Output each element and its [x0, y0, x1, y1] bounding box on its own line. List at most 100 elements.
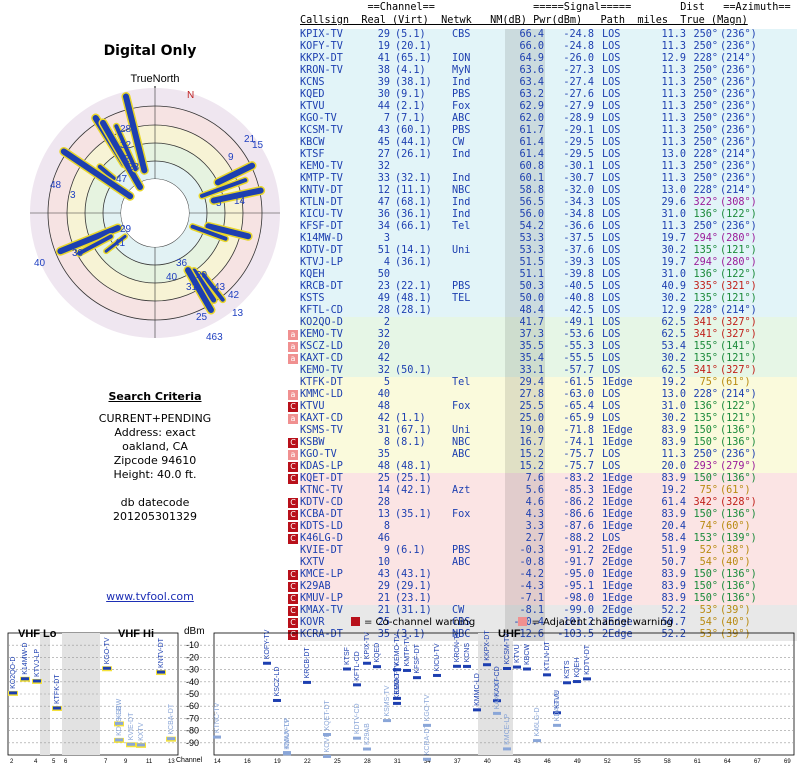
table-row[interactable]: KMTP-TV 33 (32.1) Ind 60.1 -30.7 LOS 11.3 250° (2… [300, 173, 797, 185]
table-row[interactable]: KOFY-TV 19 (20.1) 66.0 -24.8 LOS 11.3 250° (236°… [300, 41, 797, 53]
table-row[interactable]: KRCB-DT 23 (22.1) PBS 50.3 -40.5 LOS 40.9 335° (3… [300, 281, 797, 293]
table-row[interactable]: KTFK-DT 5 Tel 29.4 -61.5 1Edge 19.2 75° (61°) [300, 377, 797, 389]
spectrum-station-label: KICU-TV [434, 643, 441, 671]
spectrum-bar [573, 680, 581, 684]
cell-power: -75.7 [563, 461, 594, 472]
cell-distance: 83.9 [661, 569, 686, 580]
table-row[interactable]: a KGO-TV 35 ABC 15.2 -75.7 LOS 11.3 250° (236°) [288, 449, 797, 461]
table-row[interactable]: a KAXT-CD 42 (1.1) 25.0 -65.9 LOS 30.2 135° (121°… [288, 413, 797, 425]
table-row[interactable]: C KCBA-DT 13 (35.1) Fox 4.3 -86.6 1Edge 83.9 150°… [288, 509, 797, 521]
channel-tick-label: 9 [124, 759, 128, 765]
table-row[interactable]: KICU-TV 36 (36.1) Ind 56.0 -34.8 LOS 31.0 136° (1… [300, 209, 797, 221]
cell-path: LOS [602, 29, 621, 40]
cell-path: LOS [602, 149, 621, 160]
cell-power: -36.6 [563, 221, 594, 232]
cell-callsign: KAXT-CD [300, 353, 343, 364]
polar-channel-label: 5 [216, 198, 222, 209]
cell-noise-margin: 60.1 [519, 173, 544, 184]
table-row[interactable]: C KDAS-LP 48 (48.1) 15.2 -75.7 LOS 20.0 293° (279… [288, 461, 797, 473]
channel-tick-label: 28 [364, 759, 371, 765]
table-row[interactable]: KTLN-DT 47 (68.1) Ind 56.5 -34.3 LOS 29.6 322° (3… [300, 197, 797, 209]
cell-distance: 62.5 [661, 329, 686, 340]
table-row[interactable]: KTSF 27 (26.1) Ind 61.4 -29.5 LOS 13.0 228° (214°… [300, 149, 797, 161]
cell-virtual-channel: (9.1) [395, 89, 426, 100]
cell-noise-margin: 7.6 [525, 473, 544, 484]
table-row[interactable]: C KDTS-LD 8 3.3 -87.6 1Edge 20.4 74° (60°) [288, 521, 797, 533]
table-row[interactable]: C K46LG-D 46 2.7 -88.2 LOS 58.4 153° (139°) [288, 533, 797, 545]
table-row[interactable]: C KMAX-TV 21 (31.1) CW -8.1 -99.0 2Edge 52.2 53°(… [288, 605, 797, 617]
cell-virtual-channel: (8.1) [395, 437, 426, 448]
table-row[interactable]: KSTS 49 (48.1) TEL 50.0 -40.8 LOS 30.2 135° (121°… [300, 293, 797, 305]
table-row[interactable]: C KTVU 48 Fox 25.5 -65.4 LOS 31.0 136° (122°) [288, 401, 797, 413]
table-row[interactable]: KBCW 45 (44.1) CW 61.4 -29.5 LOS 11.3 250° (236°) [300, 137, 797, 149]
cell-real-channel: 48 [377, 461, 390, 472]
cell-azimuth-true: 250° [693, 173, 718, 184]
table-row[interactable]: KRON-TV 38 (4.1) MyN 63.6 -27.3 LOS 11.3 250° (23… [300, 65, 797, 77]
table-row[interactable]: KEMO-TV 32 (50.1) 33.1 -57.7 LOS 62.5 341° (327°… [300, 365, 797, 377]
table-row[interactable]: K14MW-D 3 53.3 -37.5 LOS 19.7 294° (280°) [300, 233, 797, 245]
nm-column-shade [505, 377, 545, 389]
cell-path: LOS [602, 41, 621, 52]
table-row[interactable]: KTNC-TV 14 (42.1) Azt 5.6 -85.3 1Edge 19.2 75° (6… [300, 485, 797, 497]
spectrum-bar [33, 679, 41, 683]
table-row[interactable]: KQED 30 (9.1) PBS 63.2 -27.6 LOS 11.3 250° (236°) [300, 89, 797, 101]
table-row[interactable]: C KMUV-LP 21 (23.1) -7.1 -98.0 1Edge 83.9 150° (1… [288, 593, 797, 605]
table-row[interactable]: KO2QO-D 2 41.7 -49.1 LOS 62.5 341° (327°) [300, 317, 797, 329]
table-row[interactable]: KEMO-TV 32 60.8 -30.1 LOS 11.3 250° (236°) [300, 161, 797, 173]
north-marker: N [187, 90, 194, 101]
spectrum-station-label: KRCB-DT [304, 647, 311, 679]
table-row[interactable]: KPIX-TV 29 (5.1) CBS 66.4 -24.8 LOS 11.3 250° (23… [300, 29, 797, 41]
table-row[interactable]: KGO-TV 7 (7.1) ABC 62.0 -28.9 LOS 11.3 250° (236°… [300, 113, 797, 125]
table-row[interactable]: KQEH 50 51.1 -39.8 LOS 31.0 136° (122°) [300, 269, 797, 281]
cell-path: LOS [602, 209, 621, 220]
table-row[interactable]: a KAXT-CD 42 35.4 -55.5 LOS 30.2 135° (121°) [288, 353, 797, 365]
spectrum-station-label: KTLN-DT [544, 641, 551, 671]
cell-real-channel: 29 [377, 29, 390, 40]
table-row[interactable]: KVIE-DT 9 (6.1) PBS -0.3 -91.2 2Edge 51.9 52° (38… [300, 545, 797, 557]
cell-real-channel: 49 [377, 293, 390, 304]
table-row[interactable]: a KMMC-LD 40 27.8 -63.0 LOS 13.0 228° (214°) [288, 389, 797, 401]
table-row[interactable]: KNTV-DT 12 (11.1) NBC 58.8 -32.0 LOS 13.0 228° (2… [300, 185, 797, 197]
table-row[interactable]: a KEMO-TV 32 37.3 -53.6 LOS 62.5 341° (327°) [288, 329, 797, 341]
table-row[interactable]: KTVJ-LP 4 (36.1) 51.5 -39.3 LOS 19.7 294° (280°) [300, 257, 797, 269]
cell-power: -26.0 [563, 53, 594, 64]
cell-real-channel: 28 [377, 305, 390, 316]
cell-path: LOS [602, 173, 621, 184]
spectrum-station-label: KAXT-CD [494, 666, 501, 696]
table-row[interactable]: KCSM-TV 43 (60.1) PBS 61.7 -29.1 LOS 11.3 250° (2… [300, 125, 797, 137]
spectrum-bar [115, 738, 123, 742]
spectrum-bar [115, 721, 123, 725]
co-channel-warning-icon: C [288, 618, 298, 628]
cell-power: -27.6 [563, 89, 594, 100]
table-row[interactable]: C KQET-DT 25 (25.1) 7.6 -83.2 1Edge 83.9 150° (13… [288, 473, 797, 485]
polar-channel-label: 40 [166, 272, 178, 283]
table-row[interactable]: C KDTV-CD 28 4.6 -86.2 1Edge 61.4 342° (328°) [288, 497, 797, 509]
table-row[interactable]: a KSCZ-LD 20 35.5 -55.3 LOS 53.4 155° (141°) [288, 341, 797, 353]
table-row[interactable]: KFSF-DT 34 (66.1) Tel 54.2 -36.6 LOS 11.3 250° (2… [300, 221, 797, 233]
table-row[interactable]: KXTV 10 ABC -0.8 -91.7 2Edge 50.7 54° (40°) [300, 557, 797, 569]
cell-network: MyN [452, 65, 471, 76]
table-row[interactable]: KDTV-DT 51 (14.1) Uni 53.3 -37.6 LOS 30.2 135° (1… [300, 245, 797, 257]
cell-callsign: KGO-TV [300, 449, 337, 460]
table-row[interactable]: KKPX-DT 41 (65.1) ION 64.9 -26.0 LOS 12.9 228° (2… [300, 53, 797, 65]
table-row[interactable]: KSMS-TV 31 (67.1) Uni 19.0 -71.8 1Edge 83.9 150°… [300, 425, 797, 437]
channel-tick-label: 7 [104, 759, 108, 765]
table-row[interactable]: C KSBW 8 (8.1) NBC 16.7 -74.1 1Edge 83.9 150° (136… [288, 437, 797, 449]
cell-noise-margin: 62.9 [519, 101, 544, 112]
spectrum-bar [483, 663, 491, 667]
co-channel-warning-icon: C [288, 534, 298, 544]
cell-azimuth-magnetic: (280°) [720, 233, 757, 244]
table-row[interactable]: KCNS 39 (38.1) Ind 63.4 -27.4 LOS 11.3 250° (236°… [300, 77, 797, 89]
site-link[interactable]: www.tvfool.com [106, 590, 194, 603]
cell-callsign: KCRA-DT [300, 629, 343, 640]
polar-channel-label: 15 [252, 140, 264, 151]
table-row[interactable]: KTVU 44 (2.1) Fox 62.9 -27.9 LOS 11.3 250° (236°) [300, 101, 797, 113]
cell-virtual-channel: (29.1) [395, 581, 432, 592]
table-row[interactable]: C KCRA-DT 35 (3.1) NBC -12.6 -103.5 2Edge 52.2 53… [288, 629, 797, 641]
table-row[interactable]: KFTL-CD 28 (28.1) 48.4 -42.5 LOS 12.9 228° (214°… [300, 305, 797, 317]
cell-callsign: KEMO-TV [300, 329, 343, 340]
table-row[interactable]: C KMCE-LP 43 (43.1) -4.2 -95.0 1Edge 83.9 150° (1… [288, 569, 797, 581]
nm-column-shade [505, 209, 545, 221]
table-row[interactable]: C K29AB 29 (29.1) -4.3 -95.1 1Edge 83.9 150° (136… [288, 581, 797, 593]
spectrum-station-label: KCRA-DT [424, 723, 431, 755]
